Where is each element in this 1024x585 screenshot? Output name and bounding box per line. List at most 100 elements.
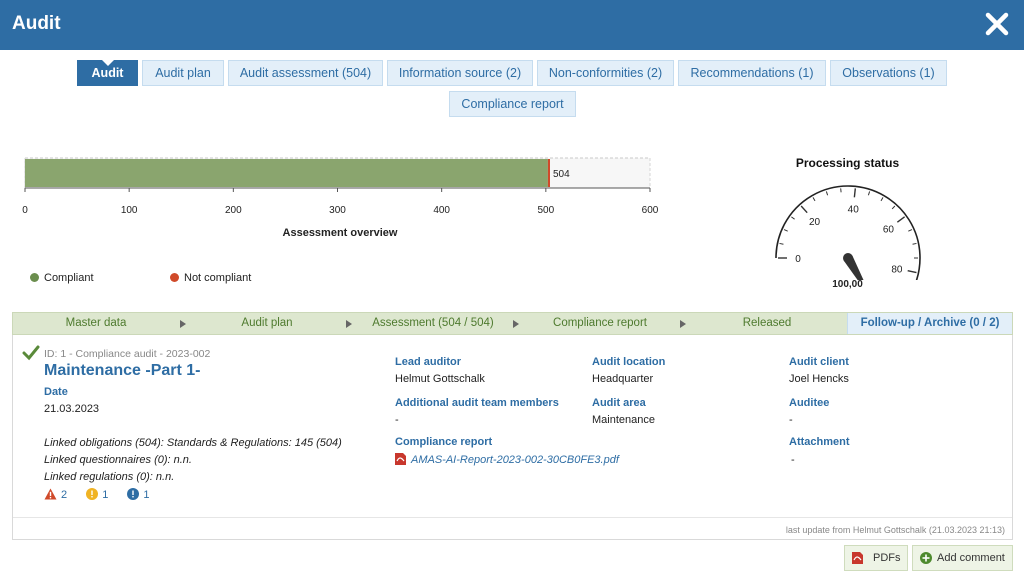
plus-circle-icon bbox=[920, 552, 932, 564]
tab-label: Audit bbox=[91, 66, 124, 80]
workflow-step-released[interactable]: Released bbox=[687, 313, 847, 334]
compliance-report-label: Compliance report bbox=[395, 436, 493, 448]
audit-client-value: Joel Hencks bbox=[789, 373, 849, 385]
audit-area-label: Audit area bbox=[592, 397, 646, 409]
gauge-minor-tick bbox=[825, 191, 829, 196]
gauge-value: 100,00 bbox=[832, 279, 863, 290]
gauge-minor-tick bbox=[891, 205, 896, 210]
workflow-step-label: Assessment (504 / 504) bbox=[372, 317, 494, 329]
step-arrow-icon bbox=[513, 320, 519, 328]
tab-label: Non-conformities (2) bbox=[548, 66, 663, 80]
gauge-minor-tick bbox=[783, 229, 788, 232]
workflow-step-label: Audit plan bbox=[241, 317, 293, 329]
warning-count[interactable]: 2 bbox=[44, 488, 67, 501]
x-tick-label: 200 bbox=[225, 205, 242, 216]
legend-dot-not-compliant bbox=[170, 273, 179, 282]
compliance-report-link[interactable]: AMAS-AI-Report-2023-002-30CB0FE3.pdf bbox=[395, 453, 619, 466]
pdfs-button-label: PDFs bbox=[873, 552, 901, 564]
gauge-minor-tick bbox=[812, 197, 816, 202]
tab-label: Audit assessment (504) bbox=[239, 66, 372, 80]
gauge-tick-label: 40 bbox=[848, 204, 860, 215]
add-comment-button[interactable]: Add comment bbox=[912, 545, 1013, 571]
workflow-step-master-data[interactable]: Master data bbox=[13, 313, 179, 334]
workflow-step-label: Follow-up / Archive (0 / 2) bbox=[860, 317, 1000, 329]
tab-label: Audit plan bbox=[155, 66, 211, 80]
x-tick-label: 600 bbox=[642, 205, 659, 216]
notice-count[interactable]: 1 bbox=[86, 488, 108, 501]
linked-regulations: Linked regulations (0): n.n. bbox=[44, 471, 175, 483]
tab-audit-plan[interactable]: Audit plan bbox=[142, 60, 224, 86]
step-arrow-icon bbox=[180, 320, 186, 328]
audit-name[interactable]: Maintenance -Part 1- bbox=[44, 362, 201, 379]
pdfs-button[interactable]: PDFs bbox=[844, 545, 908, 571]
lead-auditor-label: Lead auditor bbox=[395, 356, 462, 368]
bar-segment-compliant[interactable] bbox=[25, 159, 548, 187]
gauge-minor-tick bbox=[867, 191, 871, 196]
gauge-major-tick bbox=[853, 188, 857, 198]
info-count[interactable]: 1 bbox=[127, 488, 150, 501]
tab-audit[interactable]: Audit bbox=[77, 60, 138, 86]
tab-compliance-report[interactable]: Compliance report bbox=[449, 91, 576, 117]
exclamation-icon bbox=[86, 488, 99, 500]
info-icon bbox=[127, 488, 140, 500]
close-icon[interactable] bbox=[982, 9, 1012, 39]
tab-non-conformities[interactable]: Non-conformities (2) bbox=[537, 60, 674, 86]
notice-count-value: 1 bbox=[102, 489, 109, 501]
workflow-step-label: Master data bbox=[65, 317, 127, 329]
tab-label: Recommendations (1) bbox=[690, 66, 814, 80]
bar-total-label: 504 bbox=[553, 169, 570, 180]
gauge-hub bbox=[843, 253, 853, 263]
x-tick-label: 0 bbox=[22, 205, 28, 216]
attachment-value: - bbox=[791, 454, 795, 466]
tab-observations[interactable]: Observations (1) bbox=[830, 60, 947, 86]
gauge-tick-label: 0 bbox=[795, 254, 801, 265]
gauge-tick-label: 20 bbox=[809, 217, 821, 228]
workflow-step-audit-plan[interactable]: Audit plan bbox=[187, 313, 347, 334]
chart-title: Assessment overview bbox=[282, 227, 398, 239]
workflow-step-label: Compliance report bbox=[553, 317, 647, 329]
audit-location-value: Headquarter bbox=[592, 373, 654, 385]
step-arrow-icon bbox=[346, 320, 352, 328]
team-members-label: Additional audit team members bbox=[395, 397, 559, 409]
workflow-step-compliance-report[interactable]: Compliance report bbox=[520, 313, 680, 334]
tab-label: Observations (1) bbox=[842, 66, 935, 80]
gauge-title: Processing status bbox=[795, 156, 900, 170]
legend-compliant: Compliant bbox=[30, 272, 94, 284]
finding-counts: 2 1 1 bbox=[44, 488, 166, 501]
audit-detail-card: ID: 1 - Compliance audit - 2023-002 Main… bbox=[12, 335, 1013, 540]
workflow-step-assessment[interactable]: Assessment (504 / 504) bbox=[353, 313, 513, 334]
auditee-value: - bbox=[789, 414, 793, 426]
pdf-icon bbox=[852, 552, 863, 564]
gauge-minor-tick bbox=[912, 242, 917, 245]
auditee-label: Auditee bbox=[789, 397, 830, 409]
audit-location-label: Audit location bbox=[592, 356, 666, 368]
gauge-major-tick bbox=[896, 216, 906, 223]
legend-label: Compliant bbox=[44, 272, 94, 284]
attachment-label: Attachment bbox=[789, 436, 850, 448]
linked-questionnaires: Linked questionnaires (0): n.n. bbox=[44, 454, 192, 466]
legend-dot-compliant bbox=[30, 273, 39, 282]
gauge-minor-tick bbox=[908, 229, 913, 232]
tab-label: Compliance report bbox=[461, 97, 564, 111]
gauge-minor-tick bbox=[791, 216, 795, 220]
x-tick-label: 100 bbox=[121, 205, 138, 216]
x-tick-label: 500 bbox=[537, 205, 554, 216]
workflow-step-follow-up-archive[interactable]: Follow-up / Archive (0 / 2) bbox=[847, 313, 1012, 334]
team-members-value: - bbox=[395, 414, 399, 426]
workflow-step-label: Released bbox=[742, 317, 792, 329]
date-value: 21.03.2023 bbox=[44, 403, 100, 415]
tab-information-source[interactable]: Information source (2) bbox=[387, 60, 533, 86]
gauge-minor-tick bbox=[779, 242, 784, 245]
workflow-bar: Master data Audit plan Assessment (504 /… bbox=[12, 312, 1013, 335]
tab-recommendations[interactable]: Recommendations (1) bbox=[678, 60, 826, 86]
gauge-tick-label: 80 bbox=[891, 264, 903, 275]
legend-label: Not compliant bbox=[184, 272, 252, 284]
x-tick-label: 300 bbox=[329, 205, 346, 216]
gauge-major-tick bbox=[907, 269, 917, 274]
info-count-value: 1 bbox=[143, 489, 150, 501]
check-icon bbox=[22, 345, 40, 361]
gauge-minor-tick bbox=[880, 197, 884, 202]
bar-segment-not-compliant[interactable] bbox=[547, 159, 550, 187]
tab-audit-assessment[interactable]: Audit assessment (504) bbox=[228, 60, 383, 86]
